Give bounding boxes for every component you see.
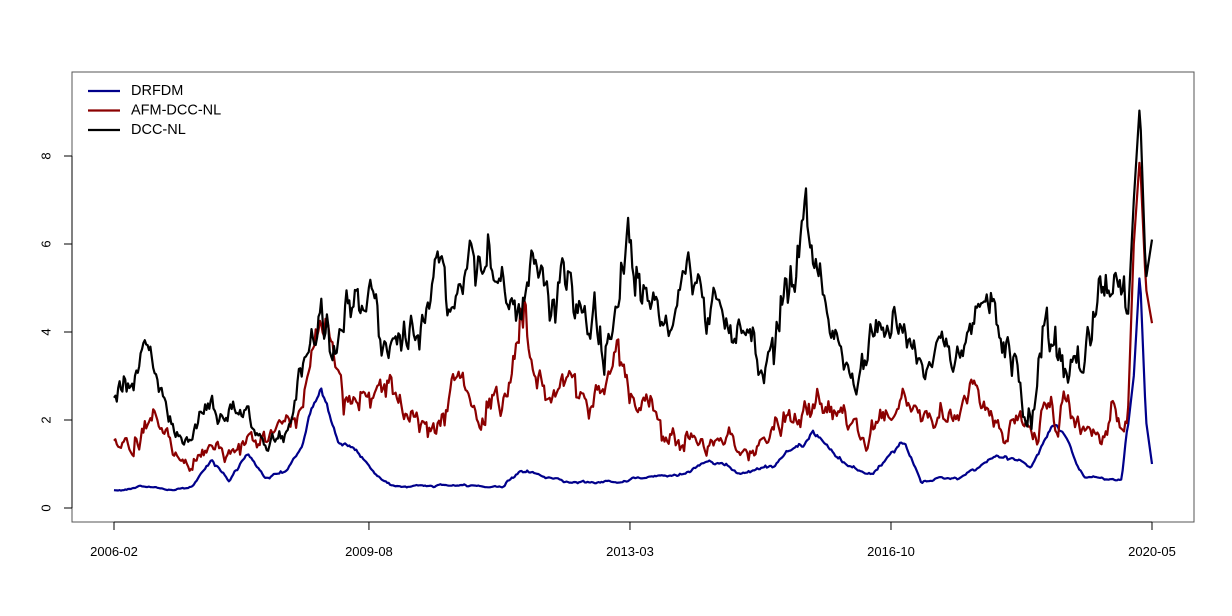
- y-tick-label: 8: [39, 152, 54, 159]
- legend-label-afm-dcc-nl: AFM-DCC-NL: [131, 103, 221, 119]
- y-tick-label: 6: [39, 240, 54, 247]
- legend-label-dcc-nl: DCC-NL: [131, 122, 186, 138]
- x-tick-label: 2020-05: [1128, 544, 1176, 559]
- series-layer: [113, 109, 1154, 492]
- x-axis: 2006-02 2009-08 2013-03 2016-10 2020-05: [90, 521, 1176, 559]
- y-tick-label: 0: [39, 504, 54, 511]
- y-tick-label: 4: [39, 328, 54, 335]
- x-tick-label: 2009-08: [345, 544, 393, 559]
- series-line-afm-dcc-nl: [113, 161, 1154, 472]
- y-tick-label: 2: [39, 416, 54, 423]
- legend: DRFDM AFM-DCC-NL DCC-NL: [88, 83, 221, 138]
- legend-label-drfdm: DRFDM: [131, 83, 183, 99]
- series-line-dcc-nl: [113, 109, 1154, 452]
- series-line-drfdm: [113, 277, 1154, 492]
- x-tick-label: 2013-03: [606, 544, 654, 559]
- y-axis: 0 2 4 6 8: [39, 152, 73, 512]
- x-tick-label: 2016-10: [867, 544, 915, 559]
- x-tick-label: 2006-02: [90, 544, 138, 559]
